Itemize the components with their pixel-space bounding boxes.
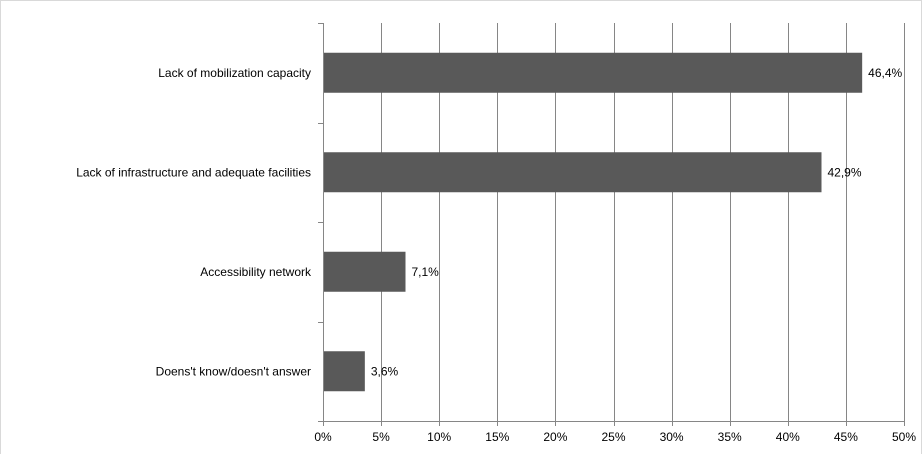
x-tick-label: 25%: [601, 430, 625, 444]
data-label: 42,9%: [827, 165, 861, 179]
x-tick-label: 0%: [314, 430, 332, 444]
x-tick-label: 35%: [718, 430, 742, 444]
x-tick-label: 5%: [372, 430, 390, 444]
data-label: 7,1%: [412, 265, 440, 279]
bars: [324, 52, 863, 392]
category-label: Lack of mobilization capacity: [158, 66, 311, 80]
category-label: Doens't know/doesn't answer: [156, 364, 311, 378]
x-tick-label: 20%: [543, 430, 567, 444]
x-tick-label: 30%: [660, 430, 684, 444]
data-label: 3,6%: [371, 364, 399, 378]
bar: [324, 351, 365, 392]
category-label: Accessibility network: [200, 265, 312, 279]
axes: [318, 23, 905, 426]
x-tick-label: 40%: [776, 430, 800, 444]
bar: [324, 152, 822, 193]
x-tick-label: 45%: [834, 430, 858, 444]
x-tick-label: 10%: [427, 430, 451, 444]
category-labels: Lack of mobilization capacity Lack of inf…: [76, 66, 312, 379]
data-labels: 46,4% 42,9% 7,1% 3,6%: [371, 66, 903, 379]
category-label: Lack of infrastructure and adequate faci…: [76, 165, 311, 179]
x-tick-labels: 0% 5% 10% 15% 20% 25% 30% 35% 40% 45% 50%: [314, 430, 916, 444]
x-tick-label: 15%: [485, 430, 509, 444]
x-tick-label: 50%: [892, 430, 916, 444]
bar: [324, 52, 863, 93]
bar: [324, 251, 406, 292]
data-label: 46,4%: [868, 66, 902, 80]
